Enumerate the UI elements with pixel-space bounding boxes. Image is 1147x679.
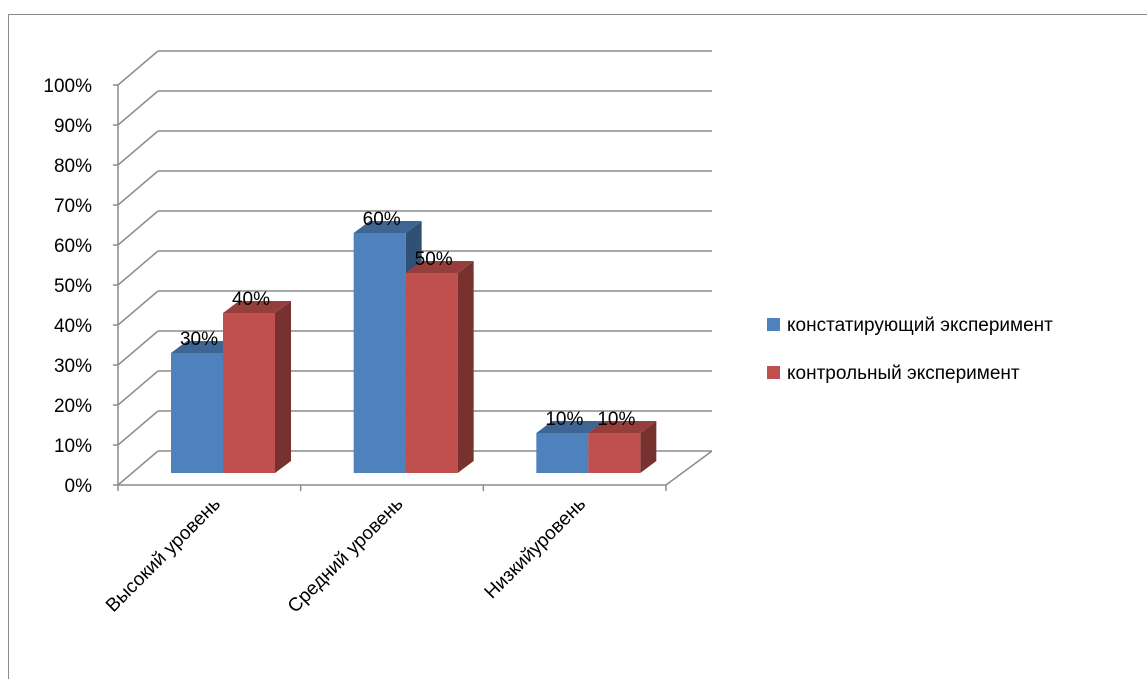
y-tick-label: 80% bbox=[54, 156, 92, 177]
bar bbox=[353, 233, 406, 473]
side-wall-line bbox=[117, 130, 159, 166]
side-wall-line bbox=[117, 90, 159, 126]
bar bbox=[405, 273, 458, 473]
data-label: 40% bbox=[232, 289, 270, 310]
bar-side bbox=[275, 301, 291, 473]
bar-top bbox=[536, 421, 605, 433]
legend-label: констатирующий эксперимент bbox=[787, 315, 1053, 336]
bar-side bbox=[457, 261, 474, 473]
bar-side bbox=[640, 421, 657, 473]
legend-swatch bbox=[767, 318, 780, 331]
side-wall-line bbox=[117, 450, 159, 486]
side-wall-line bbox=[117, 370, 159, 406]
y-tick-label: 0% bbox=[65, 476, 93, 497]
y-tick-label: 20% bbox=[54, 396, 92, 417]
side-wall-line bbox=[117, 170, 159, 206]
legend-swatch bbox=[767, 366, 780, 379]
data-label: 10% bbox=[545, 409, 583, 430]
data-label: 50% bbox=[415, 249, 453, 270]
y-tick-label: 60% bbox=[54, 236, 92, 257]
side-wall-line bbox=[117, 290, 159, 326]
y-tick-label: 40% bbox=[54, 316, 92, 337]
y-tick-label: 100% bbox=[43, 76, 92, 97]
y-tick-label: 70% bbox=[54, 196, 92, 217]
y-tick-label: 50% bbox=[54, 276, 92, 297]
y-tick-label: 10% bbox=[54, 436, 92, 457]
legend-label: контрольный эксперимент bbox=[787, 363, 1020, 384]
bar bbox=[536, 433, 589, 473]
data-label: 60% bbox=[363, 209, 401, 230]
bar bbox=[223, 313, 275, 473]
chart-frame bbox=[8, 14, 1147, 679]
side-wall-line bbox=[117, 50, 159, 86]
bar bbox=[588, 433, 641, 473]
bar-top bbox=[223, 301, 291, 313]
side-wall-line bbox=[117, 210, 159, 246]
bar-top bbox=[171, 341, 239, 353]
side-wall-line bbox=[117, 410, 159, 446]
side-wall-line bbox=[117, 250, 159, 286]
category-label: Средний уровень bbox=[284, 494, 408, 618]
bar-top bbox=[405, 261, 474, 273]
category-label: Низкийуровень bbox=[481, 494, 591, 604]
y-tick-label: 30% bbox=[54, 356, 92, 377]
floor-right-edge bbox=[665, 450, 713, 486]
y-tick-label: 90% bbox=[54, 116, 92, 137]
category-label: Высокий уровень bbox=[102, 494, 225, 617]
bar-top bbox=[588, 421, 657, 433]
bar bbox=[171, 353, 223, 473]
data-label: 10% bbox=[597, 409, 635, 430]
data-label: 30% bbox=[180, 329, 218, 350]
bar-top bbox=[353, 221, 422, 233]
side-wall-line bbox=[117, 330, 159, 366]
